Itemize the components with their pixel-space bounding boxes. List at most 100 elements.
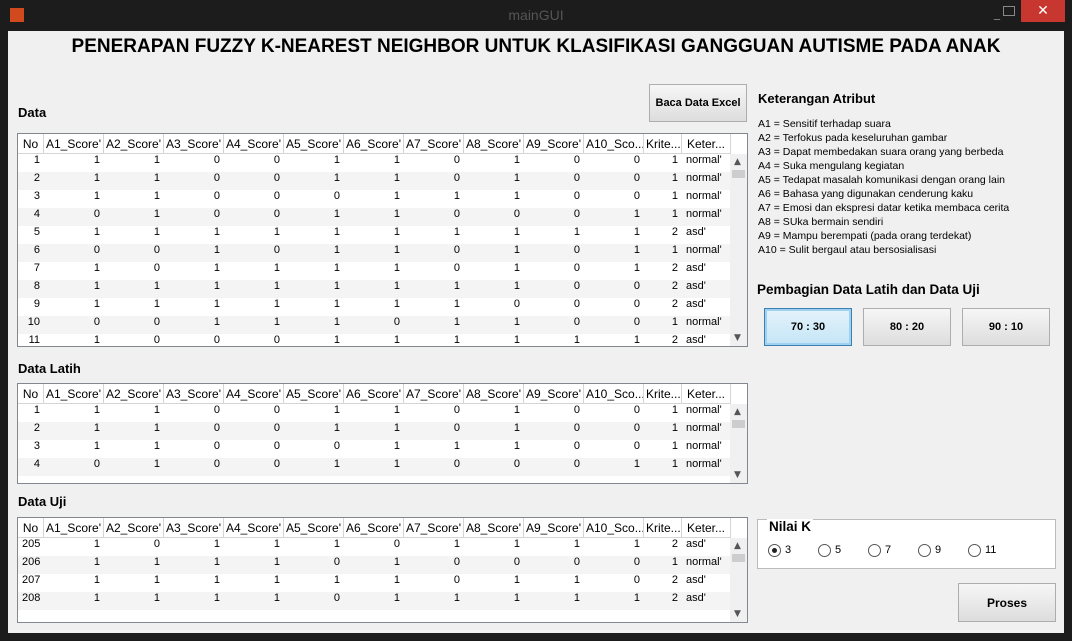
- k-radio[interactable]: [868, 544, 881, 557]
- row-number: 9: [18, 298, 44, 316]
- table-cell: 0: [164, 172, 224, 190]
- table-cell: 1: [584, 538, 644, 556]
- table-cell: 0: [464, 458, 524, 476]
- table-cell: 1: [44, 574, 104, 592]
- column-header: A8_Score': [464, 134, 524, 154]
- table-cell: 1: [344, 440, 404, 458]
- scroll-down[interactable]: ▼: [734, 333, 741, 343]
- k-radio[interactable]: [818, 544, 831, 557]
- table-cell: 1: [584, 208, 644, 226]
- table-cell: 1: [104, 298, 164, 316]
- column-header: No: [18, 134, 44, 154]
- scroll-down[interactable]: ▼: [734, 470, 741, 480]
- scroll-up[interactable]: ▲: [734, 407, 741, 417]
- table-cell: 1: [104, 574, 164, 592]
- table-cell: normal': [682, 440, 731, 458]
- scroll-thumb[interactable]: [732, 170, 745, 178]
- load-button[interactable]: Baca Data Excel: [649, 84, 747, 122]
- column-header: A5_Score': [284, 384, 344, 404]
- table-cell: 1: [104, 592, 164, 610]
- row-number: 5: [18, 226, 44, 244]
- table-cell: 1: [344, 154, 404, 172]
- scroll-up[interactable]: ▲: [734, 157, 741, 167]
- table-cell: 1: [44, 440, 104, 458]
- k-radio[interactable]: [918, 544, 931, 557]
- column-header: No: [18, 384, 44, 404]
- table-cell: 0: [524, 172, 584, 190]
- legend-item: A4 = Suka mengulang kegiatan: [758, 160, 905, 172]
- table-cell: 1: [644, 154, 682, 172]
- table-cell: 1: [44, 172, 104, 190]
- k-radio[interactable]: [768, 544, 781, 557]
- table-cell: 0: [524, 458, 584, 476]
- minimize-button[interactable]: _: [994, 6, 1000, 20]
- scroll-thumb[interactable]: [732, 554, 745, 562]
- table-cell: 1: [344, 208, 404, 226]
- scrollbar[interactable]: ▲ ▼: [730, 404, 747, 483]
- column-header: Keter...: [682, 384, 731, 404]
- k-option-label: 3: [785, 544, 792, 556]
- table-cell: 0: [524, 556, 584, 574]
- table-cell: 0: [284, 556, 344, 574]
- maximize-button[interactable]: [1003, 6, 1015, 16]
- table-cell: 0: [584, 298, 644, 316]
- table-cell: 0: [44, 244, 104, 262]
- table-cell: 0: [164, 334, 224, 346]
- table-cell: 1: [404, 226, 464, 244]
- table-cell: 1: [344, 172, 404, 190]
- table-cell: 1: [464, 172, 524, 190]
- table-cell: 1: [284, 404, 344, 422]
- process-button[interactable]: Proses: [958, 583, 1056, 622]
- k-radio[interactable]: [968, 544, 981, 557]
- table-cell: 1: [644, 190, 682, 208]
- table-cell: asd': [682, 334, 731, 346]
- table-cell: 0: [44, 458, 104, 476]
- row-number: 4: [18, 458, 44, 476]
- table-cell: 0: [224, 208, 284, 226]
- column-header: A10_Sco...: [584, 134, 644, 154]
- table-cell: 1: [344, 262, 404, 280]
- table-cell: 1: [404, 316, 464, 334]
- scroll-up[interactable]: ▲: [734, 541, 741, 551]
- table-cell: 2: [644, 592, 682, 610]
- table-cell: 0: [404, 154, 464, 172]
- row-number: 206: [18, 556, 44, 574]
- scroll-thumb[interactable]: [732, 420, 745, 428]
- table-cell: 1: [344, 422, 404, 440]
- table-cell: 0: [524, 422, 584, 440]
- column-header: Krite...: [644, 134, 682, 154]
- table-cell: 1: [284, 334, 344, 346]
- scroll-down[interactable]: ▼: [734, 609, 741, 619]
- table-cell: 1: [44, 404, 104, 422]
- close-button[interactable]: ✕: [1021, 0, 1065, 22]
- column-header: A3_Score': [164, 384, 224, 404]
- split-button[interactable]: 80 : 20: [863, 308, 951, 346]
- column-header: A4_Score': [224, 134, 284, 154]
- table-cell: 0: [524, 262, 584, 280]
- table-cell: 2: [644, 280, 682, 298]
- table-cell: 1: [224, 592, 284, 610]
- split-button[interactable]: 70 : 30: [764, 308, 852, 346]
- table-cell: 0: [224, 172, 284, 190]
- column-header: A8_Score': [464, 518, 524, 538]
- table-cell: 1: [284, 422, 344, 440]
- data-table: No A1_Score' A2_Score' A3_Score' A4_Score' A5…: [17, 517, 748, 623]
- table-cell: 1: [164, 226, 224, 244]
- table-cell: 1: [284, 172, 344, 190]
- table-cell: 1: [464, 190, 524, 208]
- table-cell: 0: [104, 316, 164, 334]
- table-cell: 1: [464, 226, 524, 244]
- table-cell: 1: [344, 458, 404, 476]
- table-cell: 0: [524, 280, 584, 298]
- table-cell: 1: [224, 280, 284, 298]
- app-icon: [10, 8, 24, 22]
- split-button[interactable]: 90 : 10: [962, 308, 1050, 346]
- table-cell: 1: [584, 592, 644, 610]
- column-header: A4_Score': [224, 384, 284, 404]
- table-title: Data Latih: [18, 361, 81, 376]
- scrollbar[interactable]: ▲ ▼: [730, 538, 747, 622]
- table-cell: 1: [44, 298, 104, 316]
- scrollbar[interactable]: ▲ ▼: [730, 154, 747, 346]
- legend-item: A10 = Sulit bergaul atau bersosialisasi: [758, 244, 937, 256]
